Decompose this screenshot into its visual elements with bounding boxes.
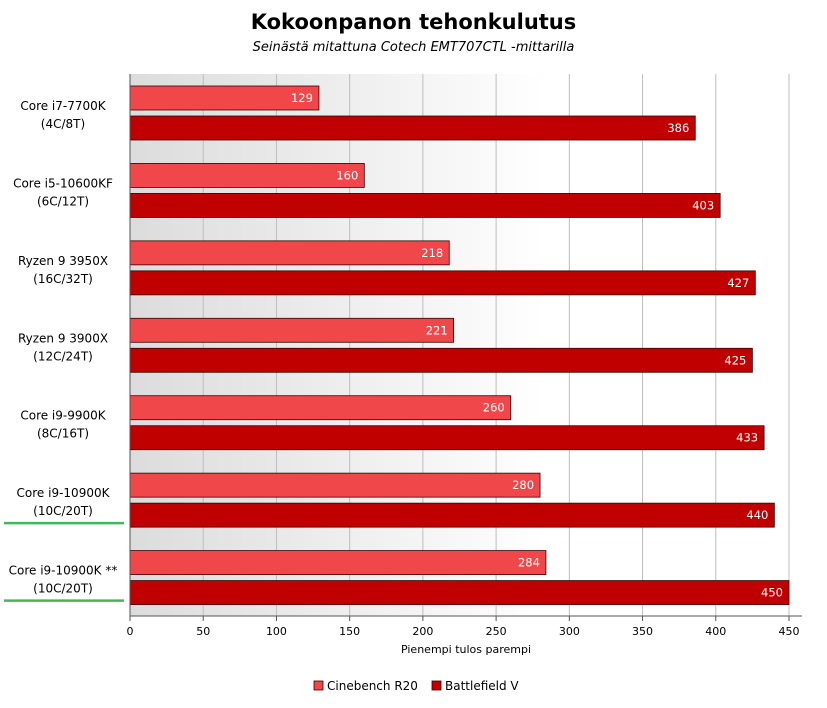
bar xyxy=(129,270,756,296)
category-label-cores: (10C/20T) xyxy=(33,582,93,596)
bar-value-label: 260 xyxy=(483,401,505,415)
category-label-name: Core i5-10600KF xyxy=(13,176,113,190)
legend-label: Battlefield V xyxy=(445,679,519,693)
x-tick-label: 150 xyxy=(339,625,360,638)
bar-value-label: 221 xyxy=(426,323,448,337)
bar-value-label: 284 xyxy=(518,556,540,570)
x-axis: 0 50 100 150 200 250 300 350 400 450 xyxy=(127,74,802,638)
legend-label: Cinebench R20 xyxy=(327,679,418,693)
bar-value-label: 386 xyxy=(667,121,689,135)
x-tick-label: 300 xyxy=(559,625,580,638)
bar xyxy=(129,347,753,373)
bar-value-label: 440 xyxy=(746,508,768,522)
x-tick-label: 100 xyxy=(266,625,287,638)
x-axis-title: Pienempi tulos parempi xyxy=(401,643,531,656)
bar-value-label: 427 xyxy=(727,276,749,290)
category-label-name: Ryzen 9 3900X xyxy=(18,331,108,345)
bar xyxy=(129,115,696,141)
category-label-name: Core i9-10900K xyxy=(17,486,111,500)
category-label-name: Core i9-10900K ** xyxy=(9,564,118,578)
bar xyxy=(129,472,541,498)
category-label-name: Core i7-7700K xyxy=(20,99,106,113)
bar-value-label: 160 xyxy=(336,168,358,182)
category-label-name: Core i9-9900K xyxy=(20,409,106,423)
category-label-cores: (4C/8T) xyxy=(41,117,85,131)
category-labels: Core i7-7700K (4C/8T) Core i5-10600KF (6C/1… xyxy=(4,99,124,602)
legend-swatch xyxy=(431,680,442,691)
bar-value-label: 450 xyxy=(761,586,783,600)
category-label-cores: (16C/32T) xyxy=(33,272,93,286)
x-tick-label: 200 xyxy=(412,625,433,638)
x-tick-label: 400 xyxy=(705,625,726,638)
bar-value-label: 403 xyxy=(692,198,714,212)
x-tick-label: 450 xyxy=(779,625,800,638)
bar-value-label: 129 xyxy=(291,91,313,105)
category-label-cores: (10C/20T) xyxy=(33,504,93,518)
bar xyxy=(129,317,455,343)
bar xyxy=(129,502,775,528)
bar-value-label: 433 xyxy=(736,431,758,445)
bar xyxy=(129,163,365,188)
bar xyxy=(129,240,450,266)
bar-value-label: 425 xyxy=(724,353,746,367)
x-tick-label: 0 xyxy=(127,625,134,638)
category-label-cores: (12C/24T) xyxy=(33,349,93,363)
bar xyxy=(129,550,547,575)
category-label-cores: (6C/12T) xyxy=(37,194,89,208)
bar-value-label: 280 xyxy=(512,478,534,492)
legend-swatch xyxy=(313,680,324,691)
bar xyxy=(129,395,512,421)
bar xyxy=(129,580,790,605)
bar xyxy=(129,85,320,111)
x-tick-label: 50 xyxy=(196,625,210,638)
x-tick-label: 350 xyxy=(632,625,653,638)
category-label-name: Ryzen 9 3950X xyxy=(18,254,108,268)
chart-title: Kokoonpanon tehonkulutus xyxy=(250,10,577,34)
plot-area xyxy=(130,74,802,616)
x-tick-label: 250 xyxy=(486,625,507,638)
category-label-cores: (8C/16T) xyxy=(37,427,89,441)
bar xyxy=(129,425,765,451)
bar-value-label: 218 xyxy=(421,246,443,260)
chart-subtitle: Seinästä mitattuna Cotech EMT707CTL -mit… xyxy=(252,40,575,55)
bar xyxy=(129,193,721,218)
legend: Cinebench R20 Battlefield V xyxy=(313,679,519,693)
